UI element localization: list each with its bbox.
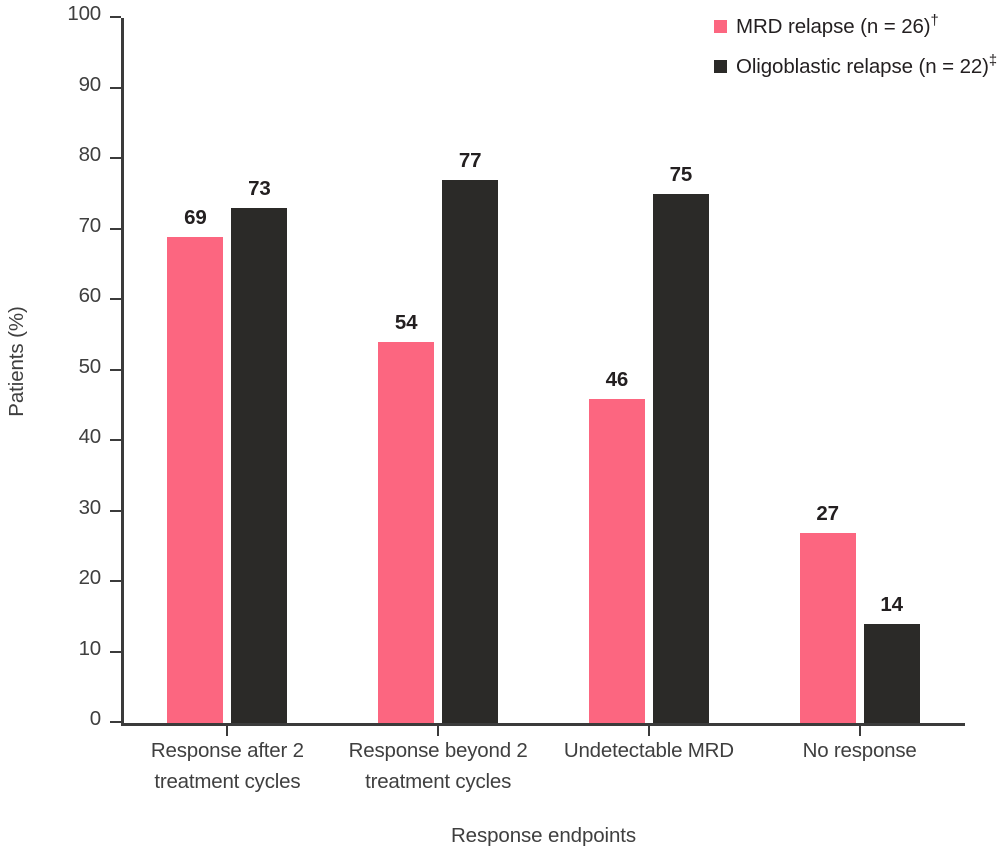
y-axis-tick-label: 80 — [78, 143, 102, 166]
bar: 46 — [588, 368, 645, 723]
x-axis-category-label-line: Response after 2 — [150, 739, 304, 762]
y-axis-tick-label: 70 — [78, 213, 102, 237]
x-axis-category-label: Undetectable MRD — [544, 735, 755, 766]
y-axis-tick-label: 30 — [78, 495, 102, 519]
bar-value-label: 54 — [394, 311, 418, 335]
y-axis-tick: 50 — [79, 355, 121, 378]
y-axis-tick: 80 — [79, 143, 121, 166]
bar: 69 — [167, 206, 224, 723]
y-axis-tick-label: 40 — [78, 425, 102, 448]
x-axis-category-label-line: No response — [802, 739, 917, 762]
legend-label-mrd-relapse-text: MRD relapse (n = 26) — [736, 15, 931, 38]
y-axis-tick: 60 — [79, 284, 121, 307]
legend-swatch-mrd-relapse — [714, 20, 727, 33]
bar-value-label: 46 — [605, 367, 629, 391]
bar: 73 — [231, 177, 288, 723]
bar-value-label: 14 — [880, 593, 903, 617]
legend-item-mrd-relapse: MRD relapse (n = 26)† — [714, 14, 1000, 40]
x-axis-category-label-line: Undetectable MRD — [563, 739, 734, 762]
y-axis-tick-label: 90 — [78, 72, 102, 96]
x-axis-category-label: No response — [754, 735, 965, 766]
chart-legend: MRD relapse (n = 26)† Oligoblastic relap… — [714, 14, 1000, 94]
bar-value-label: 27 — [816, 501, 839, 525]
y-axis-tick-label: 100 — [67, 2, 101, 25]
y-axis-tick: 100 — [67, 2, 121, 25]
y-axis-tick: 30 — [79, 496, 121, 519]
bar: 27 — [799, 502, 856, 723]
bar: 54 — [378, 311, 435, 723]
x-axis-line — [121, 723, 965, 726]
legend-label-oligoblastic-relapse-marker: ‡ — [988, 53, 998, 70]
y-axis-tick-label: 10 — [78, 636, 102, 660]
y-axis-tick: 90 — [79, 73, 121, 96]
x-axis-title: Response endpoints — [450, 824, 637, 847]
bar: 14 — [863, 593, 920, 723]
bar: 75 — [652, 163, 709, 723]
y-axis-tick: 10 — [79, 637, 121, 660]
y-axis-tick: 70 — [79, 214, 121, 237]
legend-label-mrd-relapse: MRD relapse (n = 26)† — [736, 14, 939, 40]
y-axis-tick: 0 — [90, 707, 121, 730]
x-axis-category-label: Response beyond 2 treatment cycles — [333, 735, 544, 797]
legend-label-mrd-relapse-marker: † — [930, 13, 939, 30]
bar-value-label: 75 — [669, 163, 693, 187]
bar-value-label: 69 — [184, 205, 207, 229]
x-axis-category-label-line: treatment cycles — [154, 770, 301, 793]
y-axis-tick: 20 — [79, 566, 121, 589]
x-axis-category-label: Response after 2 treatment cycles — [122, 735, 333, 797]
legend-swatch-oligoblastic-relapse — [714, 60, 727, 73]
x-axis-category-label-line: Response beyond 2 — [348, 739, 528, 762]
x-axis-tick — [647, 725, 650, 736]
x-axis-tick — [437, 725, 440, 736]
y-axis-title: Patients (%) — [5, 306, 28, 417]
y-axis-tick: 40 — [79, 425, 121, 448]
y-axis-tick-label: 60 — [78, 284, 102, 307]
y-axis-tick-label: 20 — [78, 566, 102, 589]
bar-value-label: 73 — [248, 177, 271, 201]
y-axis-tick-label: 0 — [89, 707, 101, 730]
bar-value-label: 77 — [458, 149, 482, 173]
bar: 77 — [442, 149, 499, 723]
y-axis-line — [121, 18, 124, 723]
x-axis-tick — [858, 725, 861, 736]
legend-label-oligoblastic-relapse: Oligoblastic relapse (n = 22)‡ — [736, 54, 997, 80]
plot-area: 0 10 20 30 40 50 60 70 80 90 100 69 73 54 77 46 75 27 14 — [67, 2, 965, 736]
x-axis-category-label-line: treatment cycles — [365, 770, 512, 793]
legend-label-oligoblastic-relapse-text: Oligoblastic relapse (n = 22) — [736, 55, 989, 78]
legend-item-oligoblastic-relapse: Oligoblastic relapse (n = 22)‡ — [714, 54, 1000, 80]
y-axis-tick-label: 50 — [78, 354, 102, 378]
x-axis-tick — [226, 725, 229, 736]
